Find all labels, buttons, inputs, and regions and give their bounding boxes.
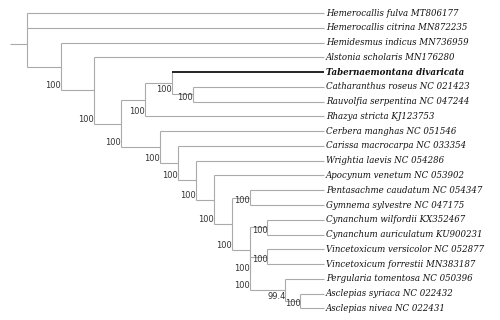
Text: Cynanchum auriculatum KU900231: Cynanchum auriculatum KU900231 <box>326 230 482 239</box>
Text: 100: 100 <box>252 226 268 235</box>
Text: Catharanthus roseus NC 021423: Catharanthus roseus NC 021423 <box>326 83 470 92</box>
Text: 100: 100 <box>198 215 214 224</box>
Text: 100: 100 <box>156 85 172 94</box>
Text: Vincetoxicum forrestii MN383187: Vincetoxicum forrestii MN383187 <box>326 260 475 268</box>
Text: Wrightia laevis NC 054286: Wrightia laevis NC 054286 <box>326 156 444 165</box>
Text: Apocynum venetum NC 053902: Apocynum venetum NC 053902 <box>326 171 465 180</box>
Text: Asclepias syriaca NC 022432: Asclepias syriaca NC 022432 <box>326 289 454 298</box>
Text: Vincetoxicum versicolor NC 052877: Vincetoxicum versicolor NC 052877 <box>326 245 484 254</box>
Text: Hemidesmus indicus MN736959: Hemidesmus indicus MN736959 <box>326 38 468 47</box>
Text: Alstonia scholaris MN176280: Alstonia scholaris MN176280 <box>326 53 456 62</box>
Text: Tabernaemontana divaricata: Tabernaemontana divaricata <box>326 68 464 77</box>
Text: Cynanchum wilfordii KX352467: Cynanchum wilfordii KX352467 <box>326 215 465 224</box>
Text: Pentasachme caudatum NC 054347: Pentasachme caudatum NC 054347 <box>326 186 482 195</box>
Text: 100: 100 <box>180 191 196 200</box>
Text: 100: 100 <box>234 264 250 273</box>
Text: 100: 100 <box>162 171 178 180</box>
Text: 100: 100 <box>105 138 121 147</box>
Text: Hemerocallis fulva MT806177: Hemerocallis fulva MT806177 <box>326 9 458 18</box>
Text: 100: 100 <box>234 196 250 205</box>
Text: Carissa macrocarpa NC 033354: Carissa macrocarpa NC 033354 <box>326 141 466 150</box>
Text: 100: 100 <box>177 93 192 102</box>
Text: 100: 100 <box>284 299 300 308</box>
Text: 100: 100 <box>234 281 250 290</box>
Text: Rhazya stricta KJ123753: Rhazya stricta KJ123753 <box>326 112 434 121</box>
Text: 100: 100 <box>129 108 145 116</box>
Text: 100: 100 <box>46 82 61 91</box>
Text: 100: 100 <box>78 115 94 124</box>
Text: Hemerocallis citrina MN872235: Hemerocallis citrina MN872235 <box>326 23 467 32</box>
Text: 100: 100 <box>144 154 160 163</box>
Text: Asclepias nivea NC 022431: Asclepias nivea NC 022431 <box>326 304 446 313</box>
Text: Gymnema sylvestre NC 047175: Gymnema sylvestre NC 047175 <box>326 201 464 210</box>
Text: 100: 100 <box>252 255 268 264</box>
Text: 100: 100 <box>216 241 232 250</box>
Text: 99.4: 99.4 <box>267 292 285 301</box>
Text: Pergularia tomentosa NC 050396: Pergularia tomentosa NC 050396 <box>326 274 472 283</box>
Text: Rauvolfia serpentina NC 047244: Rauvolfia serpentina NC 047244 <box>326 97 469 106</box>
Text: Cerbera manghas NC 051546: Cerbera manghas NC 051546 <box>326 127 456 136</box>
